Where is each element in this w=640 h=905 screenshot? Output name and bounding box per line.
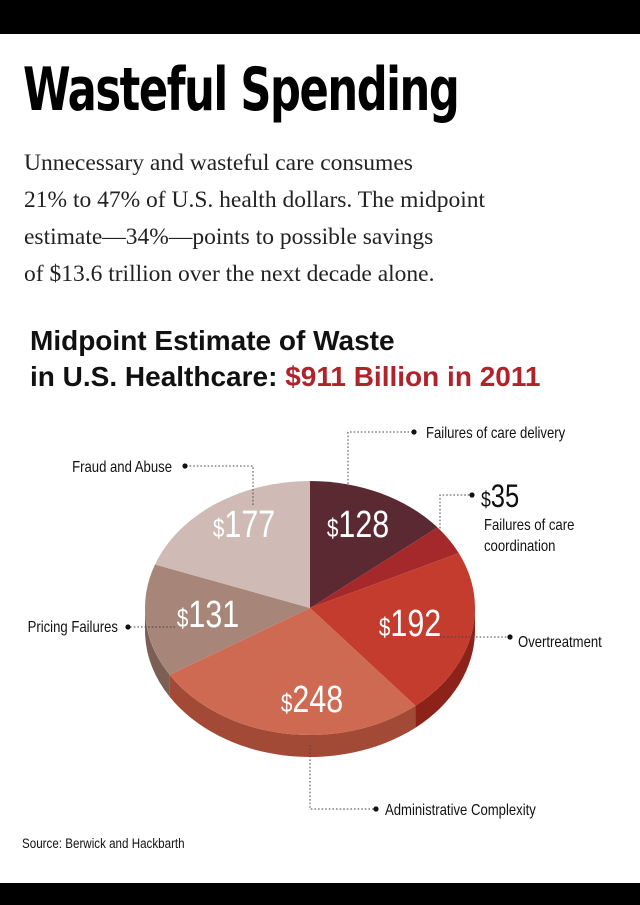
slice-value-currency: $ bbox=[379, 613, 391, 642]
callout-label-administrative-complexity: Administrative Complexity bbox=[385, 802, 536, 819]
slice-value-number: 128 bbox=[338, 504, 389, 546]
callout-label-care-coordination: Failures of care coordination bbox=[484, 517, 574, 555]
slice-value-currency: $ bbox=[177, 604, 189, 633]
callout-label-pricing-failures: Pricing Failures bbox=[28, 619, 118, 636]
callout-leader bbox=[348, 432, 414, 484]
callout-label-overtreatment: Overtreatment bbox=[518, 634, 602, 651]
callout-bullet bbox=[125, 624, 130, 629]
callout-value-currency: $ bbox=[481, 488, 491, 512]
callout-care-coordination bbox=[440, 492, 475, 532]
bottom-bar bbox=[0, 883, 640, 905]
callout-bullet bbox=[373, 806, 378, 811]
callout-value-care-coordination: $35 bbox=[481, 479, 519, 514]
slice-value-number: 192 bbox=[390, 603, 441, 645]
slice-value-number: 177 bbox=[224, 504, 275, 546]
slice-value-currency: $ bbox=[213, 514, 225, 543]
callout-value-number: 35 bbox=[491, 479, 519, 514]
callout-label-line: Failures of care bbox=[484, 517, 574, 534]
callout-label-line: coordination bbox=[484, 538, 555, 555]
callout-bullet bbox=[469, 492, 474, 497]
callout-leader bbox=[440, 495, 470, 532]
slice-value-currency: $ bbox=[281, 689, 293, 718]
slice-value-currency: $ bbox=[327, 514, 339, 543]
slice-value-number: 131 bbox=[188, 594, 239, 636]
callout-bullet bbox=[182, 463, 187, 468]
callout-bullet bbox=[507, 634, 512, 639]
slice-value-number: 248 bbox=[292, 679, 343, 721]
callout-bullet bbox=[411, 429, 416, 434]
callout-label-care-delivery: Failures of care delivery bbox=[426, 425, 566, 442]
callout-label-fraud-and-abuse: Fraud and Abuse bbox=[72, 459, 172, 476]
source-note: Source: Berwick and Hackbarth bbox=[22, 836, 185, 851]
pie-chart: $128$192$248$131$177Failures of care del… bbox=[0, 0, 640, 905]
callout-care-delivery bbox=[348, 429, 417, 484]
